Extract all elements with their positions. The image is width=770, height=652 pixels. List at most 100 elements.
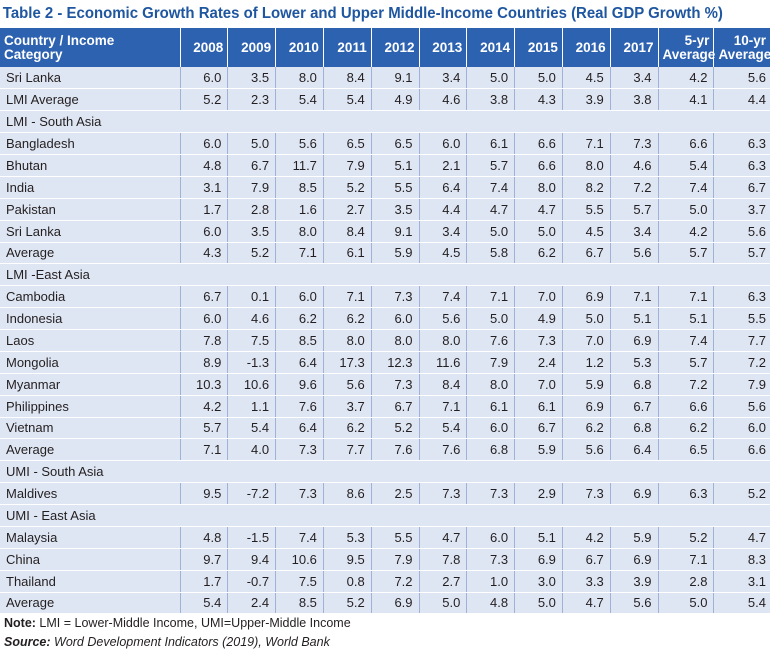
- table-cell: 5.7: [180, 417, 229, 440]
- column-header: 2016: [562, 28, 611, 67]
- table-cell: 7.2: [658, 373, 715, 396]
- table-cell: 6.5: [323, 132, 372, 155]
- table-cell: 6.0: [371, 307, 420, 330]
- table-cell: 7.4: [658, 176, 715, 199]
- table-cell: 2.4: [514, 351, 563, 374]
- row-label: China: [0, 548, 181, 571]
- table-cell: 7.3: [610, 132, 659, 155]
- table-cell: 6.5: [658, 438, 715, 462]
- table-cell: 3.4: [610, 67, 659, 90]
- table-cell: 7.7: [713, 329, 770, 352]
- table-row: Pakistan 1.7 2.8 1.6 2.7 3.5 4.4 4.7 4.7 5.5 5.7 5.…: [0, 198, 770, 221]
- table-cell: 2.4: [227, 592, 277, 615]
- table-cell: 2.7: [323, 198, 372, 221]
- table-cell: 2.1: [419, 154, 468, 177]
- table-cell: 6.6: [658, 395, 715, 418]
- table-cell: 5.0: [466, 67, 516, 90]
- table-cell: 5.1: [610, 307, 659, 330]
- table-body: Sri Lanka 6.0 3.5 8.0 8.4 9.1 3.4 5.0 5.0 4.5 3.4 4…: [0, 67, 770, 615]
- table-cell: 8.6: [323, 482, 372, 505]
- row-label: Indonesia: [0, 307, 181, 330]
- section-row: UMI - South Asia: [0, 460, 770, 484]
- table-cell: 4.6: [610, 154, 659, 177]
- table-cell: 6.3: [713, 154, 770, 177]
- table-cell: 5.0: [227, 132, 277, 155]
- table-cell: 5.4: [419, 417, 468, 440]
- row-label: Vietnam: [0, 417, 181, 440]
- table-cell: 6.8: [610, 373, 659, 396]
- table-cell: 5.4: [275, 88, 324, 112]
- table-cell: 5.7: [466, 154, 516, 177]
- table-cell: 11.7: [275, 154, 324, 177]
- column-header: 2009: [227, 28, 277, 67]
- table-cell: 5.1: [371, 154, 420, 177]
- table-cell: 6.0: [466, 417, 516, 440]
- table-cell: 6.7: [180, 285, 229, 309]
- table-cell: 7.9: [466, 351, 516, 374]
- table-cell: 7.9: [227, 176, 277, 199]
- table-cell: -7.2: [227, 482, 277, 505]
- table-cell: 6.1: [514, 395, 563, 418]
- table-cell: 4.1: [658, 88, 715, 112]
- table-cell: 3.8: [610, 88, 659, 112]
- table-cell: 5.6: [562, 438, 611, 462]
- table-cell: 10.6: [275, 548, 324, 571]
- table-cell: 5.9: [610, 526, 659, 549]
- row-label: Average: [0, 592, 181, 615]
- table-cell: 9.1: [371, 67, 420, 90]
- header-row: Country / Income Category 2008 2009 2010…: [0, 28, 770, 67]
- table-row: Cambodia 6.7 0.1 6.0 7.1 7.3 7.4 7.1 7.0 6.9 7.1 7.…: [0, 285, 770, 309]
- table-cell: 8.4: [419, 373, 468, 396]
- table-row: Sri Lanka 6.0 3.5 8.0 8.4 9.1 3.4 5.0 5.0 4.5 3.4 4…: [0, 67, 770, 90]
- row-label: Sri Lanka: [0, 220, 181, 243]
- table-cell: 5.5: [562, 198, 611, 221]
- table-cell: 7.5: [275, 570, 324, 593]
- table-cell: 2.3: [227, 88, 277, 112]
- table-cell: 6.2: [323, 417, 372, 440]
- row-label: Thailand: [0, 570, 181, 593]
- table-cell: 5.6: [323, 373, 372, 396]
- section-label: LMI -East Asia: [0, 263, 770, 287]
- table-cell: 6.1: [466, 132, 516, 155]
- table-cell: 7.3: [419, 482, 468, 505]
- table-cell: 7.3: [275, 482, 324, 505]
- table-cell: 5.7: [658, 242, 715, 265]
- table-cell: 3.4: [419, 220, 468, 243]
- table-cell: 7.1: [562, 132, 611, 155]
- table-cell: 1.2: [562, 351, 611, 374]
- table-cell: 7.1: [610, 285, 659, 309]
- row-label: Cambodia: [0, 285, 181, 309]
- table-cell: 8.5: [275, 592, 324, 615]
- row-label: India: [0, 176, 181, 199]
- table-cell: 3.5: [227, 67, 277, 90]
- table-cell: 4.7: [562, 592, 611, 615]
- notes: Note: LMI = Lower-Middle Income, UMI=Upp…: [0, 614, 770, 652]
- table-cell: 3.5: [227, 220, 277, 243]
- table-cell: 8.0: [323, 329, 372, 352]
- table-cell: 7.1: [323, 285, 372, 309]
- table-cell: 4.4: [419, 198, 468, 221]
- table-cell: 10.6: [227, 373, 277, 396]
- table-cell: 6.1: [466, 395, 516, 418]
- growth-table: Country / Income Category 2008 2009 2010…: [0, 28, 770, 615]
- table-cell: 5.2: [180, 88, 229, 112]
- table-cell: 9.7: [180, 548, 229, 571]
- table-cell: 3.7: [323, 395, 372, 418]
- table-cell: 4.2: [658, 67, 715, 90]
- table-row: Bangladesh 6.0 5.0 5.6 6.5 6.5 6.0 6.1 6.6 7.1 7.3…: [0, 132, 770, 155]
- table-cell: 5.2: [371, 417, 420, 440]
- table-row: Average 5.4 2.4 8.5 5.2 6.9 5.0 4.8 5.0 4.7 5.6 5.0…: [0, 592, 770, 615]
- table-cell: 5.0: [514, 67, 563, 90]
- section-label: UMI - South Asia: [0, 460, 770, 484]
- table-cell: 4.2: [180, 395, 229, 418]
- table-cell: 4.9: [371, 88, 420, 112]
- table-cell: 5.4: [323, 88, 372, 112]
- column-header: 2014: [466, 28, 516, 67]
- table-cell: 8.0: [466, 373, 516, 396]
- table-cell: 3.1: [713, 570, 770, 593]
- source-line: Source: Word Development Indicators (201…: [4, 633, 770, 652]
- row-label: Average: [0, 242, 181, 265]
- table-cell: 7.3: [275, 438, 324, 462]
- table-cell: 7.3: [371, 285, 420, 309]
- table-cell: 6.0: [275, 285, 324, 309]
